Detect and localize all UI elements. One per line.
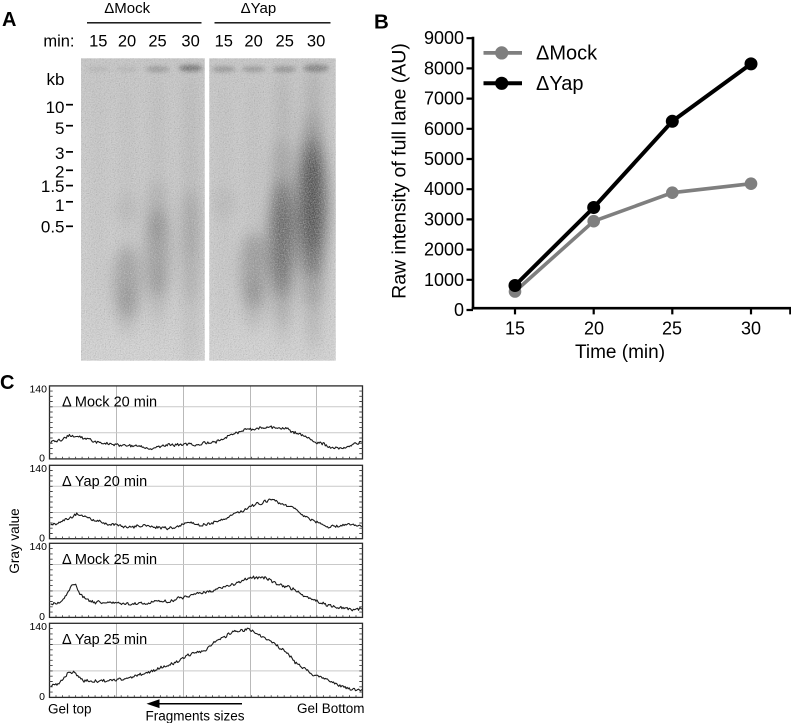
svg-text:0: 0 xyxy=(454,300,464,320)
svg-text:0: 0 xyxy=(39,611,45,623)
svg-text:25: 25 xyxy=(662,319,682,339)
svg-text:8000: 8000 xyxy=(424,58,464,78)
svg-text:5: 5 xyxy=(55,119,64,138)
svg-text:ΔYap: ΔYap xyxy=(241,0,277,17)
svg-text:min:: min: xyxy=(43,33,74,51)
svg-text:3: 3 xyxy=(55,144,64,163)
svg-text:1.5: 1.5 xyxy=(41,177,65,196)
svg-text:0: 0 xyxy=(39,691,45,703)
svg-text:Gel top: Gel top xyxy=(48,702,92,717)
svg-text:0.5: 0.5 xyxy=(41,218,65,237)
svg-text:kb: kb xyxy=(47,70,65,89)
svg-text:25: 25 xyxy=(148,33,166,51)
svg-text:10: 10 xyxy=(46,98,65,117)
svg-text:25: 25 xyxy=(276,33,294,51)
svg-text:B: B xyxy=(374,11,389,34)
svg-text:Δ Mock 25 min: Δ Mock 25 min xyxy=(62,552,157,568)
svg-text:Raw intensity of full lane (AU: Raw intensity of full lane (AU) xyxy=(389,43,411,299)
svg-text:0: 0 xyxy=(39,453,45,465)
svg-text:2: 2 xyxy=(55,163,64,182)
svg-text:0: 0 xyxy=(39,532,45,544)
svg-text:C: C xyxy=(0,372,14,394)
svg-text:1: 1 xyxy=(55,196,64,215)
svg-text:2000: 2000 xyxy=(424,240,464,260)
svg-text:ΔMock: ΔMock xyxy=(104,0,150,17)
svg-text:30: 30 xyxy=(181,33,199,51)
svg-text:15: 15 xyxy=(505,319,525,339)
svg-text:30: 30 xyxy=(307,33,325,51)
svg-text:9000: 9000 xyxy=(424,28,464,48)
svg-text:140: 140 xyxy=(29,463,47,475)
svg-text:ΔMock: ΔMock xyxy=(536,43,598,65)
svg-text:ΔYap: ΔYap xyxy=(536,73,583,95)
svg-text:20: 20 xyxy=(244,33,262,51)
svg-text:5000: 5000 xyxy=(424,149,464,169)
svg-text:15: 15 xyxy=(215,33,233,51)
svg-text:30: 30 xyxy=(741,319,761,339)
svg-text:6000: 6000 xyxy=(424,119,464,139)
svg-text:Δ Mock 20 min: Δ Mock 20 min xyxy=(62,395,157,411)
svg-text:3000: 3000 xyxy=(424,209,464,229)
svg-text:Δ Yap 25 min: Δ Yap 25 min xyxy=(62,632,147,648)
svg-text:15: 15 xyxy=(89,33,107,51)
svg-text:Gray value: Gray value xyxy=(7,508,22,573)
svg-text:20: 20 xyxy=(584,319,604,339)
svg-text:Δ Yap 20 min: Δ Yap 20 min xyxy=(62,474,147,490)
svg-text:1000: 1000 xyxy=(424,270,464,290)
svg-text:4000: 4000 xyxy=(424,179,464,199)
svg-text:140: 140 xyxy=(29,384,47,396)
svg-text:Gel Bottom: Gel Bottom xyxy=(297,701,365,716)
svg-text:Fragments sizes: Fragments sizes xyxy=(146,709,245,723)
svg-text:7000: 7000 xyxy=(424,89,464,109)
svg-text:140: 140 xyxy=(29,541,47,553)
svg-text:Time (min): Time (min) xyxy=(575,342,665,363)
svg-text:A: A xyxy=(2,9,16,31)
svg-text:20: 20 xyxy=(118,33,136,51)
svg-text:140: 140 xyxy=(29,621,47,633)
